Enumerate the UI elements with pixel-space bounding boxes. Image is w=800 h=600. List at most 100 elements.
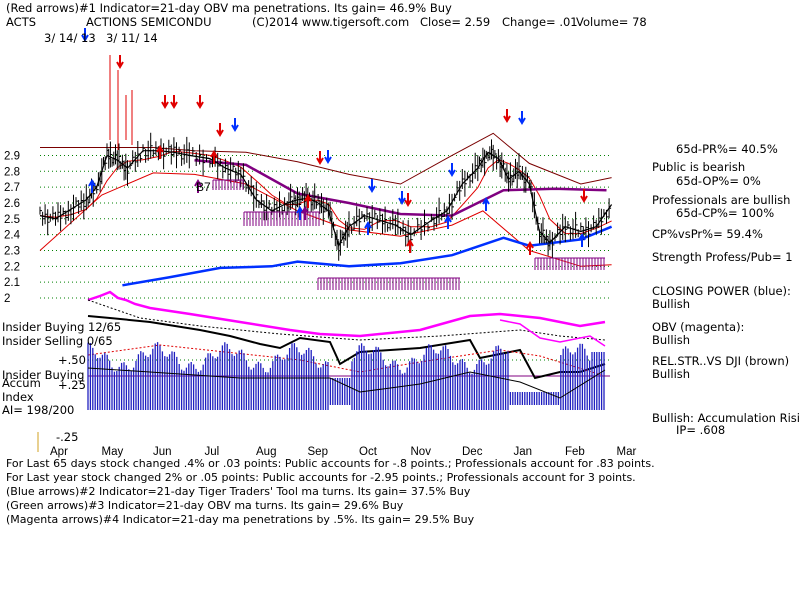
sell-spikes <box>109 55 133 150</box>
y-tick-label: 2.2 <box>4 261 20 273</box>
down-arrow-icon <box>580 189 588 203</box>
accum-plus50: +.50 <box>58 353 86 367</box>
x-tick-label: Aug <box>256 446 276 458</box>
y-tick-label: 2.5 <box>4 214 20 226</box>
index-label: Index <box>2 390 34 404</box>
upper-band-line <box>40 132 612 185</box>
change-value: Change= .01 <box>502 15 578 29</box>
magenta-signal-cluster <box>243 211 320 226</box>
closing-power-status: Bullish <box>652 297 691 311</box>
insider-selling-label: Insider Selling 0/65 <box>2 334 113 348</box>
down-arrow-icon <box>518 111 526 125</box>
down-arrow-icon <box>448 163 456 177</box>
obv-line <box>87 290 606 338</box>
up-arrow-icon <box>578 233 586 247</box>
close-value: Close= 2.59 <box>420 15 491 29</box>
indicator1-line: (Red arrows)#1 Indicator=21-day OBV ma p… <box>6 1 452 15</box>
accum-label: Accum <box>2 376 41 390</box>
cp-value: 65d-CP%= 100% <box>676 206 775 220</box>
y-tick-label: 2.1 <box>4 277 20 289</box>
company-name: ACTIONS SEMICONDU <box>86 15 212 29</box>
footer-green-arrows: (Green arrows)#3 Indicator=21-day OBV ma… <box>6 499 404 512</box>
b7-label: B7 <box>196 180 211 194</box>
down-arrow-icon <box>324 150 332 164</box>
up-arrow-icon <box>364 221 372 235</box>
footer-magenta-arrows: (Magenta arrows)#4 Indicator=21-day ma p… <box>6 513 475 526</box>
x-tick-label: Sep <box>308 446 328 458</box>
down-arrow-icon <box>116 55 124 69</box>
footer-65day: For Last 65 days stock changed .4% or .0… <box>6 457 655 470</box>
obv-ma-line <box>87 299 606 341</box>
footer-year: For Last year stock changed 2% or .05 po… <box>6 471 636 484</box>
y-tick-label: 2 <box>4 293 10 305</box>
up-arrow-icon <box>444 215 452 229</box>
up-arrow-icon <box>301 206 309 220</box>
up-arrow-icon <box>156 145 164 159</box>
y-tick-label: 2.4 <box>4 230 21 242</box>
x-tick-label: May <box>102 446 124 458</box>
down-arrow-icon <box>404 193 412 207</box>
x-tick-label: Apr <box>50 446 68 458</box>
y-tick-label: 2.3 <box>4 245 20 257</box>
magenta-signal-cluster <box>317 277 460 290</box>
x-tick-label: Jun <box>153 446 172 458</box>
down-arrow-icon <box>368 179 376 193</box>
x-tick-label: Mar <box>617 446 637 458</box>
start-date: 3/ 14/ 13 <box>44 31 96 45</box>
ip-value: IP= .608 <box>676 423 726 437</box>
pr-value: 65d-PR%= 40.5% <box>676 142 778 156</box>
up-arrow-icon <box>526 241 534 255</box>
insider-buying-label: Insider Buying 12/65 <box>2 320 122 334</box>
accum-minus25: -.25 <box>56 430 79 444</box>
accum-ma-line <box>87 367 606 399</box>
insider-buying-label-2: Insider Buying <box>2 368 85 382</box>
up-arrow-icon <box>406 239 414 253</box>
strength-ratio: Strength Profess/Pub= 1 <box>652 250 793 264</box>
up-arrow-icon <box>304 194 312 208</box>
relstr-line <box>87 315 606 380</box>
down-arrow-icon <box>503 109 511 123</box>
x-tick-label: Nov <box>411 446 432 458</box>
ai-value: AI= 198/200 <box>2 403 75 417</box>
relstr-status: Bullish <box>652 367 691 381</box>
down-arrow-icon <box>231 118 239 132</box>
down-arrow-icon <box>161 95 169 109</box>
cp-vs-pr: CP%vsPr%= 59.4% <box>652 227 763 241</box>
up-arrow-icon <box>210 150 218 164</box>
magenta-signal-cluster <box>212 179 244 190</box>
down-arrow-icon <box>170 95 178 109</box>
obv-short-line <box>499 319 606 347</box>
op-value: 65d-OP%= 0% <box>676 174 761 188</box>
professionals-status: Professionals are bullish <box>652 193 791 207</box>
up-arrow-icon <box>194 179 202 193</box>
down-arrow-icon <box>316 151 324 165</box>
volume-value: Volume= 78 <box>576 15 647 29</box>
obv-status: Bullish <box>652 333 691 347</box>
accum-plus25: +.25 <box>58 378 86 392</box>
obv-label: OBV (magenta): <box>652 320 745 334</box>
end-date: 3/ 11/ 14 <box>106 31 158 45</box>
x-tick-label: Jul <box>205 446 220 458</box>
y-tick-label: 2.7 <box>4 182 20 194</box>
accum-rising: Bullish: Accumulation Risi <box>652 411 800 425</box>
price-line <box>39 150 613 248</box>
y-tick-label: 2.6 <box>4 198 20 210</box>
closing-power-label: CLOSING POWER (blue): <box>652 284 791 298</box>
price-bars <box>39 132 612 261</box>
footer-blue-arrows: (Blue arrows)#2 Indicator=21-day Tiger T… <box>6 485 471 498</box>
magenta-signal-cluster <box>534 257 605 270</box>
closing-power-line <box>122 225 613 287</box>
y-tick-label: 2.8 <box>4 166 20 178</box>
ma21-line <box>194 158 607 217</box>
y-tick-label: 2.9 <box>4 150 20 162</box>
up-arrow-icon <box>88 179 96 193</box>
ticker-symbol: ACTS <box>6 15 37 29</box>
accumulation-bars <box>87 342 605 410</box>
copyright: (C)2014 www.tigersoft.com <box>252 15 410 29</box>
x-tick-label: Dec <box>462 446 483 458</box>
down-arrow-icon <box>81 28 89 42</box>
up-arrow-icon <box>482 197 490 211</box>
down-arrow-icon <box>196 95 204 109</box>
x-tick-label: Oct <box>359 446 378 458</box>
